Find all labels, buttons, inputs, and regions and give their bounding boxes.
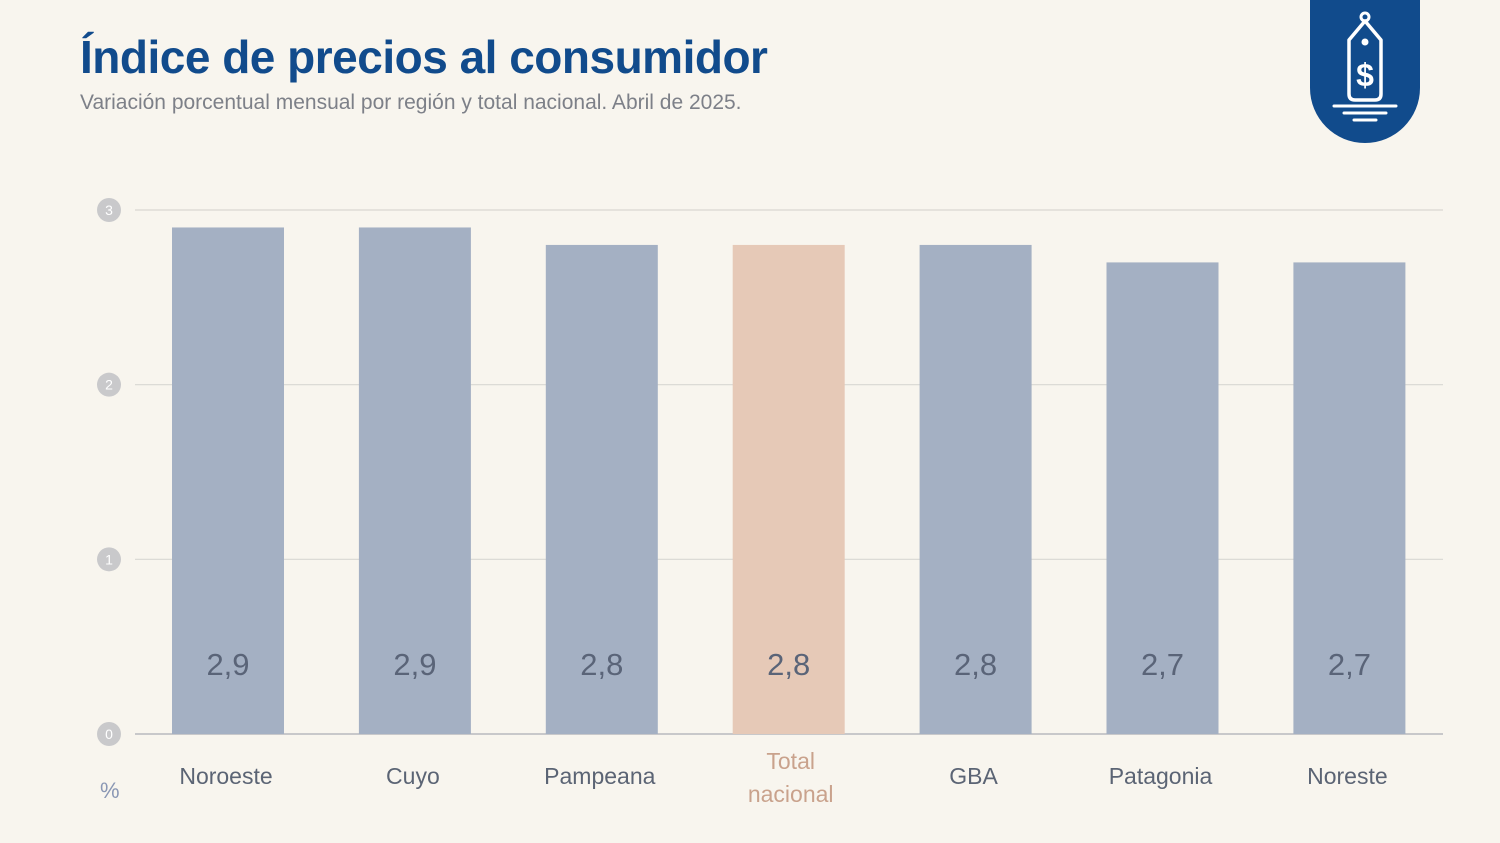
category-label: nacional: [748, 781, 834, 807]
y-tick-marker: [97, 198, 121, 222]
page-title: Índice de precios al consumidor: [80, 31, 768, 83]
category-label: Patagonia: [1109, 763, 1213, 789]
data-label: 2,8: [767, 647, 810, 682]
category-label: Cuyo: [386, 763, 440, 789]
category-label: Pampeana: [544, 763, 655, 789]
category-label: Noreste: [1307, 763, 1388, 789]
y-tick-label: 3: [105, 202, 113, 218]
y-tick-marker: [97, 722, 121, 746]
data-label: 2,8: [954, 647, 997, 682]
price-tag-dollar-icon: $: [1332, 11, 1398, 122]
bar: [1293, 262, 1406, 734]
data-label: 2,7: [1328, 647, 1371, 682]
y-tick-label: 0: [105, 726, 113, 742]
bar: [545, 244, 658, 734]
y-tick-marker: [97, 372, 121, 397]
y-axis-unit-label: %: [100, 778, 120, 803]
page-subtitle: Variación porcentual mensual por región …: [80, 91, 742, 114]
data-label: 2,7: [1141, 647, 1184, 682]
data-label: 2,8: [580, 647, 623, 682]
bar: [358, 227, 471, 734]
data-label: 2,9: [206, 647, 249, 682]
svg-text:$: $: [1356, 57, 1374, 93]
data-label: 2,9: [393, 647, 436, 682]
y-tick-label: 1: [105, 551, 113, 567]
bar: [172, 227, 284, 734]
logo-badge: $: [1310, 0, 1420, 143]
category-label: Noroeste: [179, 763, 272, 789]
y-tick-label: 2: [105, 377, 113, 393]
bar: [1106, 262, 1219, 734]
category-label: GBA: [949, 763, 998, 789]
category-label: Total: [766, 748, 815, 774]
bar: [919, 244, 1032, 734]
y-tick-marker: [97, 547, 121, 572]
bar: [732, 244, 845, 734]
